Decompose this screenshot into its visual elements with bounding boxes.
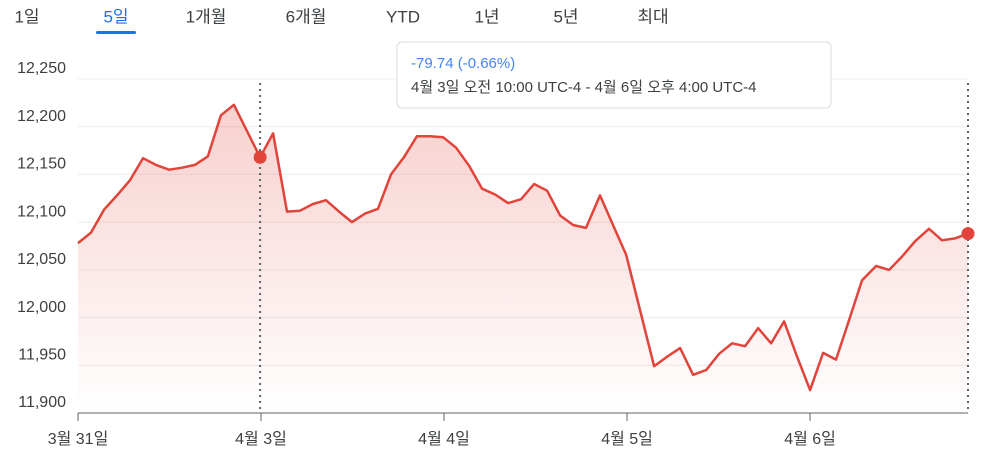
x-tick-label: 4월 4일: [418, 430, 470, 448]
range-tab[interactable]: 1년: [474, 7, 499, 26]
tooltip-box: [396, 41, 832, 109]
y-tick-label: 11,950: [18, 347, 66, 364]
y-tick-label: 11,900: [18, 394, 66, 411]
y-tick-label: 12,100: [17, 203, 66, 220]
y-tick-label: 12,250: [17, 60, 66, 77]
price-line: [77, 103, 969, 392]
y-tick-label: 12,200: [17, 108, 66, 125]
highlight-point: [961, 227, 975, 241]
y-tick-label: 12,050: [17, 251, 66, 268]
tooltip-range: 4월 3일 오전 10:00 UTC-4 - 4월 6일 오후 4:00 UTC…: [411, 79, 757, 96]
range-tab[interactable]: 5일: [103, 7, 128, 26]
y-tick-label: 12,150: [17, 156, 66, 173]
area-fill: [78, 104, 968, 414]
range-tab[interactable]: YTD: [386, 7, 420, 26]
range-tab[interactable]: 5년: [553, 7, 578, 26]
y-tick-label: 12,000: [17, 299, 66, 316]
x-tick-label: 4월 5일: [601, 430, 653, 448]
range-tab[interactable]: 최대: [637, 7, 668, 26]
x-tick-label: 4월 6일: [784, 430, 836, 448]
range-tab[interactable]: 1일: [14, 7, 39, 26]
x-tick-label: 3월 31일: [48, 430, 109, 448]
tooltip-change: -79.74 (-0.66%): [411, 55, 515, 72]
x-tick-label: 4월 3일: [235, 430, 287, 448]
active-tab-underline: [96, 31, 136, 34]
highlight-point: [253, 150, 267, 164]
range-tab[interactable]: 6개월: [286, 7, 327, 26]
range-tab[interactable]: 1개월: [186, 7, 227, 26]
